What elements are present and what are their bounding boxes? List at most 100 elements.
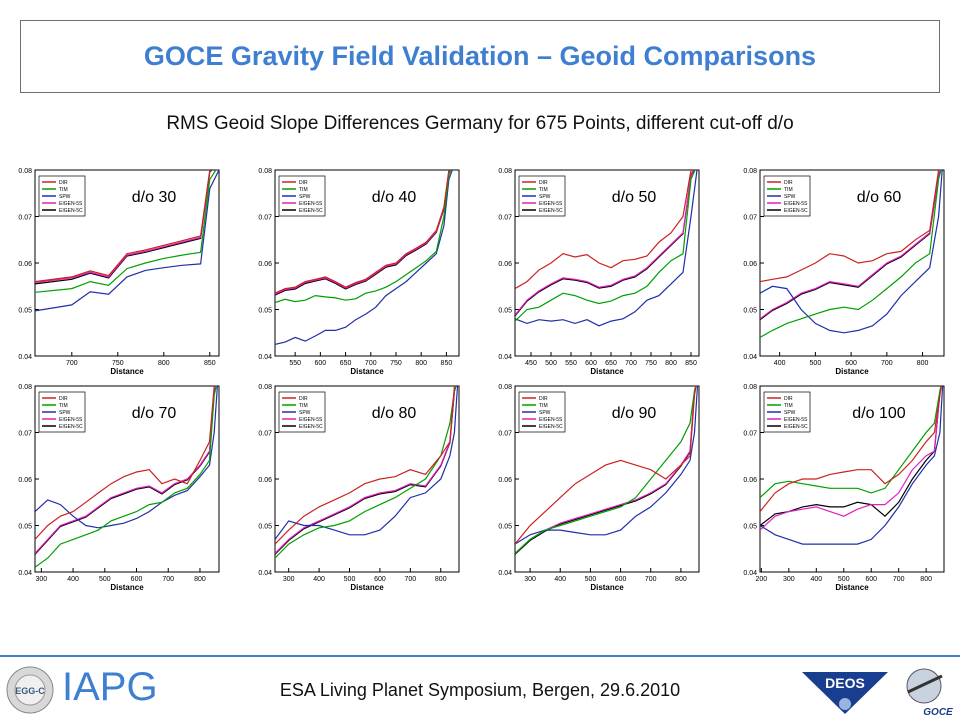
x-tick-label: 600 — [131, 576, 143, 583]
legend-label: TIM — [784, 187, 793, 193]
series-line-tim — [35, 386, 217, 568]
x-tick-label: 800 — [415, 360, 427, 367]
x-tick-label: 600 — [315, 360, 327, 367]
y-tick-label: 0.05 — [258, 308, 272, 315]
y-tick-label: 0.07 — [258, 215, 272, 222]
x-tick-label: 400 — [313, 576, 325, 583]
legend-label: EIGEN-5C — [784, 208, 808, 214]
legend-label: DIR — [784, 180, 793, 186]
legend-label: DIR — [59, 180, 68, 186]
legend-label: TIM — [539, 187, 548, 193]
y-tick-label: 0.05 — [743, 524, 757, 531]
x-tick-label: 400 — [774, 360, 786, 367]
x-tick-label: 750 — [112, 360, 124, 367]
panel-label: d/o 40 — [372, 189, 417, 206]
legend-label: TIM — [784, 403, 793, 409]
x-tick-label: 800 — [435, 576, 447, 583]
goce-logo: GOCE — [906, 668, 953, 718]
series-line-spw — [35, 386, 218, 529]
chart-svg: 0.04 0.05 0.06 0.07 0.08 400 500 600 700 800 Dista… — [743, 168, 945, 376]
legend-label: TIM — [299, 187, 308, 193]
legend-label: TIM — [59, 403, 68, 409]
chart-panel-do60: 0.04 0.05 0.06 0.07 0.08 400 500 600 700 800 Dista… — [730, 164, 952, 379]
y-tick-label: 0.05 — [743, 308, 757, 315]
y-tick-label: 0.08 — [258, 384, 272, 391]
y-tick-label: 0.06 — [743, 477, 757, 484]
y-tick-label: 0.05 — [498, 524, 512, 531]
y-tick-label: 0.07 — [743, 431, 757, 438]
series-line-tim — [35, 170, 217, 293]
x-tick-label: 600 — [845, 360, 857, 367]
x-tick-label: 600 — [615, 576, 627, 583]
y-tick-label: 0.05 — [18, 308, 32, 315]
series-line-tim — [515, 386, 697, 554]
series-line-dir — [35, 386, 215, 540]
series-line-eigen-5s — [760, 386, 942, 531]
series-line-spw — [760, 170, 943, 334]
slide-title: GOCE Gravity Field Validation – Geoid Co… — [143, 41, 817, 71]
y-tick-label: 0.05 — [18, 524, 32, 531]
deos-logo: DEOS — [802, 672, 888, 714]
series-line-dir — [760, 386, 942, 512]
y-tick-label: 0.04 — [743, 570, 757, 577]
title-box: GOCE Gravity Field Validation – Geoid Co… — [20, 20, 940, 93]
y-tick-label: 0.04 — [18, 354, 32, 361]
series-line-eigen-5c — [760, 386, 942, 526]
legend-label: EIGEN-5S — [299, 417, 323, 423]
legend-label: EIGEN-5C — [59, 208, 83, 214]
x-axis-label: Distance — [835, 583, 869, 592]
legend-label: EIGEN-5S — [299, 201, 323, 207]
y-tick-label: 0.04 — [498, 354, 512, 361]
x-tick-label: 800 — [675, 576, 687, 583]
legend-label: EIGEN-5S — [784, 417, 808, 423]
legend-label: SPW — [784, 194, 796, 200]
legend-label: SPW — [539, 194, 551, 200]
y-tick-label: 0.08 — [743, 384, 757, 391]
series-line-eigen-5s — [275, 170, 451, 295]
x-tick-label: 700 — [881, 360, 893, 367]
chart-panel-do40: 0.04 0.05 0.06 0.07 0.08 550 600 650 700 750 800 85… — [245, 164, 467, 379]
y-tick-label: 0.07 — [743, 215, 757, 222]
series-line-tim — [275, 386, 457, 559]
y-tick-label: 0.04 — [258, 354, 272, 361]
x-tick-label: 600 — [585, 360, 597, 367]
x-tick-label: 500 — [810, 360, 822, 367]
y-tick-label: 0.06 — [498, 261, 512, 268]
y-tick-label: 0.08 — [498, 168, 512, 175]
x-tick-label: 800 — [917, 360, 929, 367]
egg-c-logo: EGG-C — [6, 666, 54, 714]
x-tick-label: 850 — [685, 360, 697, 367]
chart-panel-do100: 0.04 0.05 0.06 0.07 0.08 200 300 400 500 600 700 80… — [730, 380, 952, 595]
series-line-dir — [35, 170, 211, 283]
series-line-tim — [760, 386, 942, 499]
x-tick-label: 800 — [194, 576, 206, 583]
x-tick-label: 500 — [545, 360, 557, 367]
x-tick-label: 500 — [99, 576, 111, 583]
x-tick-label: 700 — [625, 360, 637, 367]
legend-label: SPW — [59, 410, 71, 416]
legend-label: SPW — [539, 410, 551, 416]
series-line-tim — [760, 170, 942, 338]
y-tick-label: 0.08 — [18, 168, 32, 175]
x-tick-label: 600 — [865, 576, 877, 583]
series-line-eigen-5c — [760, 170, 941, 321]
panel-label: d/o 90 — [612, 405, 657, 422]
y-tick-label: 0.05 — [258, 524, 272, 531]
chart-svg: 0.04 0.05 0.06 0.07 0.08 300 400 500 600 700 800 Di… — [258, 384, 460, 592]
legend-label: EIGEN-5C — [784, 424, 808, 430]
panel-label: d/o 50 — [612, 189, 657, 206]
x-tick-label: 800 — [158, 360, 170, 367]
chart-panel-do80: 0.04 0.05 0.06 0.07 0.08 300 400 500 600 700 800 Di… — [245, 380, 467, 595]
chart-svg: 0.04 0.05 0.06 0.07 0.08 300 400 500 600 700 800 Di… — [18, 384, 220, 592]
iapg-logo: IAPG — [62, 665, 158, 709]
x-tick-label: 500 — [838, 576, 850, 583]
legend-label: EIGEN-5C — [59, 424, 83, 430]
series-line-spw — [515, 170, 698, 327]
series-line-dir — [275, 170, 450, 294]
x-tick-label: 700 — [365, 360, 377, 367]
x-axis-label: Distance — [590, 367, 624, 376]
x-tick-label: 300 — [36, 576, 48, 583]
legend-label: TIM — [539, 403, 548, 409]
legend-label: EIGEN-5S — [784, 201, 808, 207]
series-line-tim — [275, 170, 452, 304]
